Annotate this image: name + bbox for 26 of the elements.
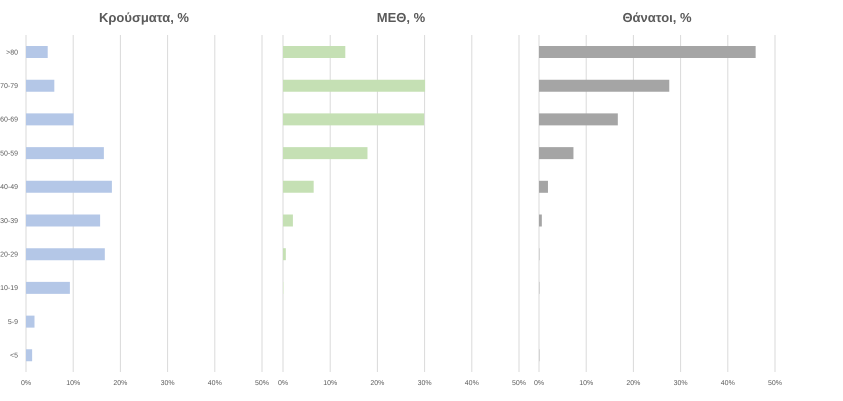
bar	[26, 349, 32, 362]
bar	[283, 248, 286, 260]
bar	[26, 248, 105, 260]
chart-title: Θάνατοι, %	[621, 10, 693, 25]
bar	[283, 46, 346, 58]
bar	[283, 147, 368, 160]
chart-title: Κρούσματα, %	[98, 10, 190, 25]
bar	[26, 80, 54, 92]
bar	[283, 214, 293, 226]
bar	[26, 46, 48, 58]
bar	[26, 147, 104, 160]
bar	[283, 180, 314, 193]
bar	[539, 113, 618, 126]
bar	[26, 282, 70, 294]
bar	[283, 113, 424, 126]
bar	[539, 147, 574, 160]
bar	[539, 80, 670, 92]
bar	[26, 214, 100, 226]
bar	[539, 180, 548, 193]
bar	[26, 113, 74, 126]
chart-title: ΜΕΘ, %	[376, 10, 426, 25]
bar	[539, 46, 756, 58]
bar	[26, 180, 112, 193]
bar	[26, 316, 34, 328]
bar	[539, 214, 542, 226]
bar	[283, 80, 426, 92]
